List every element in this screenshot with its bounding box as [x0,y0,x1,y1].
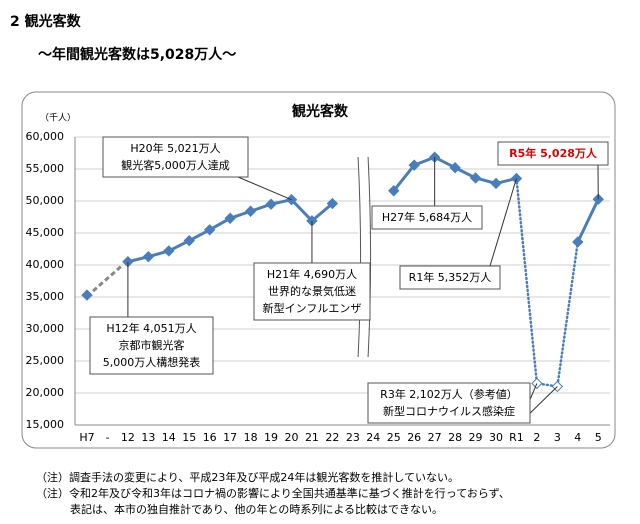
data-point [143,252,153,262]
series-line [516,178,577,386]
leader-line [490,178,516,266]
x-tick-label: 14 [162,431,176,444]
x-tick-label: 19 [264,431,278,444]
x-tick-label: 5 [595,431,602,444]
annotation-text: 観光客5,000万人達成 [121,158,230,172]
data-point [164,246,174,256]
annotation-text: H21年 4,690万人 [267,267,357,281]
y-axis-label: （千人） [40,113,76,124]
data-point [573,237,583,247]
annotation-text: H20年 5,021万人 [130,141,220,155]
note: （注）調査手法の変更により、平成23年及び平成24年は観光客数を推計していない。 [36,470,459,484]
data-point [450,163,460,173]
annotation-text: R5年 5,028万人 [509,146,598,160]
x-tick-label: R1 [509,431,524,444]
x-tick-label: H7 [79,431,94,444]
x-tick-label: 16 [203,431,217,444]
leader-line [238,177,292,200]
annotation-text: 京都市観光客 [119,338,185,352]
x-tick-label: 3 [554,431,561,444]
x-tick-label: 18 [244,431,258,444]
y-tick-label: 40,000 [26,258,65,271]
annotation-text: R3年 2,102万人（参考値） [380,387,518,401]
heading: 2 観光客数 [10,13,82,30]
x-tick-label: 30 [489,431,503,444]
annotation-text: 世界的な景気低迷 [268,284,356,298]
series-line [578,199,598,242]
x-tick-label: 20 [285,431,299,444]
chart-title: 観光客数 [292,103,349,120]
data-point [471,173,481,183]
x-tick-label: 25 [387,431,401,444]
x-tick-label: 28 [448,431,462,444]
y-tick-label: 30,000 [26,322,65,335]
y-tick-label: 25,000 [26,354,65,367]
x-tick-label: 24 [366,431,380,444]
y-tick-label: 15,000 [26,418,65,431]
data-point [82,290,92,300]
x-tick-label: 13 [141,431,155,444]
x-tick-label: 23 [346,431,360,444]
x-tick-label: 2 [533,431,540,444]
annotation-text: 新型コロナウイルス感染症 [383,404,515,418]
annotation-text: H12年 4,051万人 [106,321,196,335]
y-tick-label: 45,000 [26,226,65,239]
x-tick-label: 4 [574,431,581,444]
x-tick-label: 29 [469,431,483,444]
series-line [128,200,333,262]
y-tick-label: 60,000 [26,130,65,143]
x-tick-label: 21 [305,431,319,444]
connector [93,266,122,291]
y-tick-label: 35,000 [26,290,65,303]
y-tick-label: 55,000 [26,162,65,175]
data-point [491,178,501,188]
y-tick-label: 20,000 [26,386,65,399]
subheading: ～年間観光客数は5,028万人～ [38,46,236,63]
annotation-text: 5,000万人構想発表 [103,355,201,369]
note: 表記は、本市の独自推計であり、他の年との時系列による比較はできない。 [70,502,443,516]
annotation-text: R1年 5,352万人 [409,270,492,284]
y-tick-label: 50,000 [26,194,65,207]
note: （注）令和2年及び令和3年はコロナ禍の影響により全国共通基準に基づく推計を行って… [36,486,510,500]
x-tick-label: 17 [223,431,237,444]
x-tick-label: 12 [121,431,135,444]
annotation-text: H27年 5,684万人 [382,210,472,224]
x-tick-label: 27 [428,431,442,444]
x-tick-label: 22 [325,431,339,444]
data-point [246,206,256,216]
x-tick-label: - [105,431,109,444]
x-tick-label: 26 [407,431,421,444]
annotation-text: 新型インフルエンザ [263,301,362,315]
x-tick-label: 15 [182,431,196,444]
